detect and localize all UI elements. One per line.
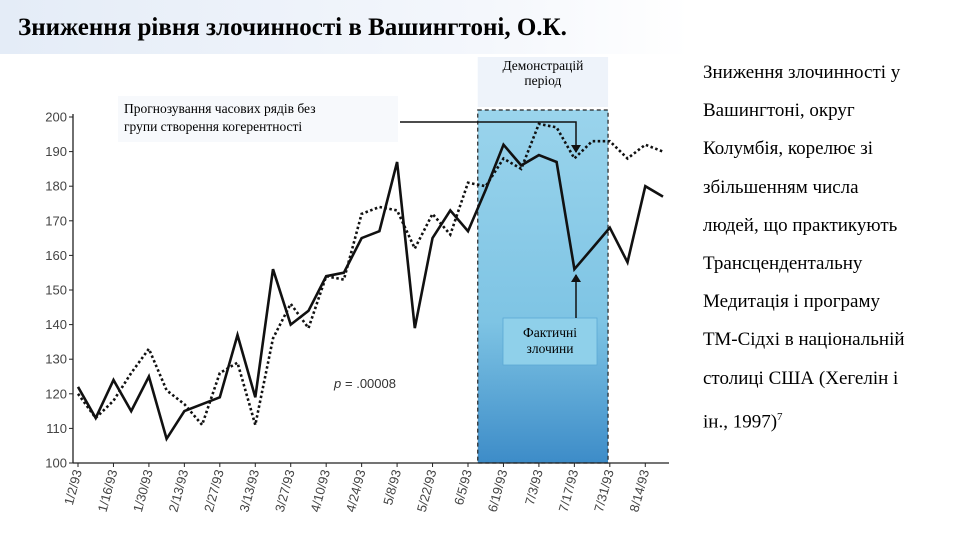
x-tick-label: 1/2/93 — [61, 468, 85, 507]
forecast-label: групи створення когерентності — [124, 119, 302, 134]
side-text-line: Вашингтоні, округ — [703, 92, 953, 130]
side-text-line: збільшенням числа — [703, 169, 953, 207]
x-tick-label: 8/14/93 — [626, 468, 652, 514]
x-tick-label: 7/17/93 — [556, 468, 582, 514]
x-tick-label: 3/13/93 — [236, 468, 262, 514]
side-text-line-text: столиці США (Хегелін і — [703, 367, 899, 389]
side-text-line: Колумбія, корелює зі — [703, 130, 953, 168]
side-text-line-text: Медитація і програму — [703, 291, 881, 313]
p-symbol: p — [333, 376, 341, 391]
actual-label: Фактичні — [523, 325, 577, 340]
side-text-line-text: Вашингтоні, округ — [703, 100, 855, 122]
x-tick-label: 7/31/93 — [591, 468, 617, 514]
x-tick-label: 4/24/93 — [343, 468, 369, 514]
side-text-line-text: ін., 1997) — [703, 411, 778, 433]
y-tick-label: 120 — [45, 386, 67, 401]
y-tick-label: 190 — [45, 144, 67, 159]
actual-label-box — [502, 317, 598, 366]
side-text: Зниження злочинності у Вашингтоні, округ К… — [703, 54, 953, 441]
y-tick-label: 170 — [45, 213, 67, 228]
side-text-line-text: Трансцендентальну — [703, 253, 863, 275]
forecast-label: Прогнозування часових рядів без — [124, 101, 316, 116]
side-text-line: ТМ-Сідхі в національній — [703, 321, 953, 359]
period-label-box — [477, 57, 609, 107]
side-text-line-text: ТМ-Сідхі в національній — [703, 329, 905, 351]
x-tick-label: 6/19/93 — [485, 468, 511, 514]
y-tick-label: 150 — [45, 283, 67, 298]
y-tick-label: 160 — [45, 248, 67, 263]
x-tick-label: 2/27/93 — [201, 468, 227, 514]
period-label: Демонстрацій — [502, 58, 583, 73]
series-line — [76, 142, 664, 442]
side-text-line-text: Зниження злочинності у — [703, 62, 901, 83]
side-text-line: Трансцендентальну — [703, 245, 953, 283]
slide-title: Зниження рівня злочинності в Вашингтоні,… — [18, 14, 567, 41]
y-tick-label: 100 — [45, 456, 67, 471]
x-tick-label: 7/3/93 — [522, 468, 546, 507]
forecast-label-box — [118, 96, 398, 142]
series-line — [76, 122, 664, 428]
x-tick-label: 1/30/93 — [130, 468, 156, 514]
actual-label: злочини — [527, 341, 574, 356]
x-tick-label: 2/13/93 — [166, 468, 192, 514]
x-tick-label: 5/22/93 — [414, 468, 440, 514]
footnote: 7 — [777, 410, 783, 423]
side-text-line: Зниження злочинності у — [703, 54, 953, 92]
side-text-line: Медитація і програму — [703, 283, 953, 321]
period-shade — [477, 109, 609, 464]
x-tick-label: 5/8/93 — [380, 468, 404, 507]
y-tick-label: 200 — [45, 110, 67, 125]
x-tick-label: 3/27/93 — [272, 468, 298, 514]
title-bar: Зниження рівня злочинності в Вашингтоні,… — [0, 0, 690, 54]
side-text-line-text: людей, що практикують — [703, 214, 898, 236]
side-text-line: людей, що практикують — [703, 207, 953, 245]
y-tick-label: 130 — [45, 352, 67, 367]
x-tick-label: 1/16/93 — [95, 468, 121, 514]
period-label: період — [524, 73, 561, 88]
forecast-arrow — [400, 121, 581, 153]
y-tick-label: 110 — [46, 421, 67, 436]
side-text-line-text: Колумбія, корелює зі — [703, 138, 873, 160]
side-text-line: столиці США (Хегелін і — [703, 360, 953, 398]
x-tick-label: 4/10/93 — [307, 468, 333, 514]
side-text-line-text: збільшенням числа — [703, 176, 859, 198]
y-tick-label: 180 — [45, 179, 67, 194]
p-value: = .00008 — [345, 376, 396, 391]
x-tick-label: 6/5/93 — [451, 468, 475, 507]
side-text-line: ін., 1997)7 — [703, 398, 953, 442]
y-tick-label: 140 — [45, 317, 67, 332]
